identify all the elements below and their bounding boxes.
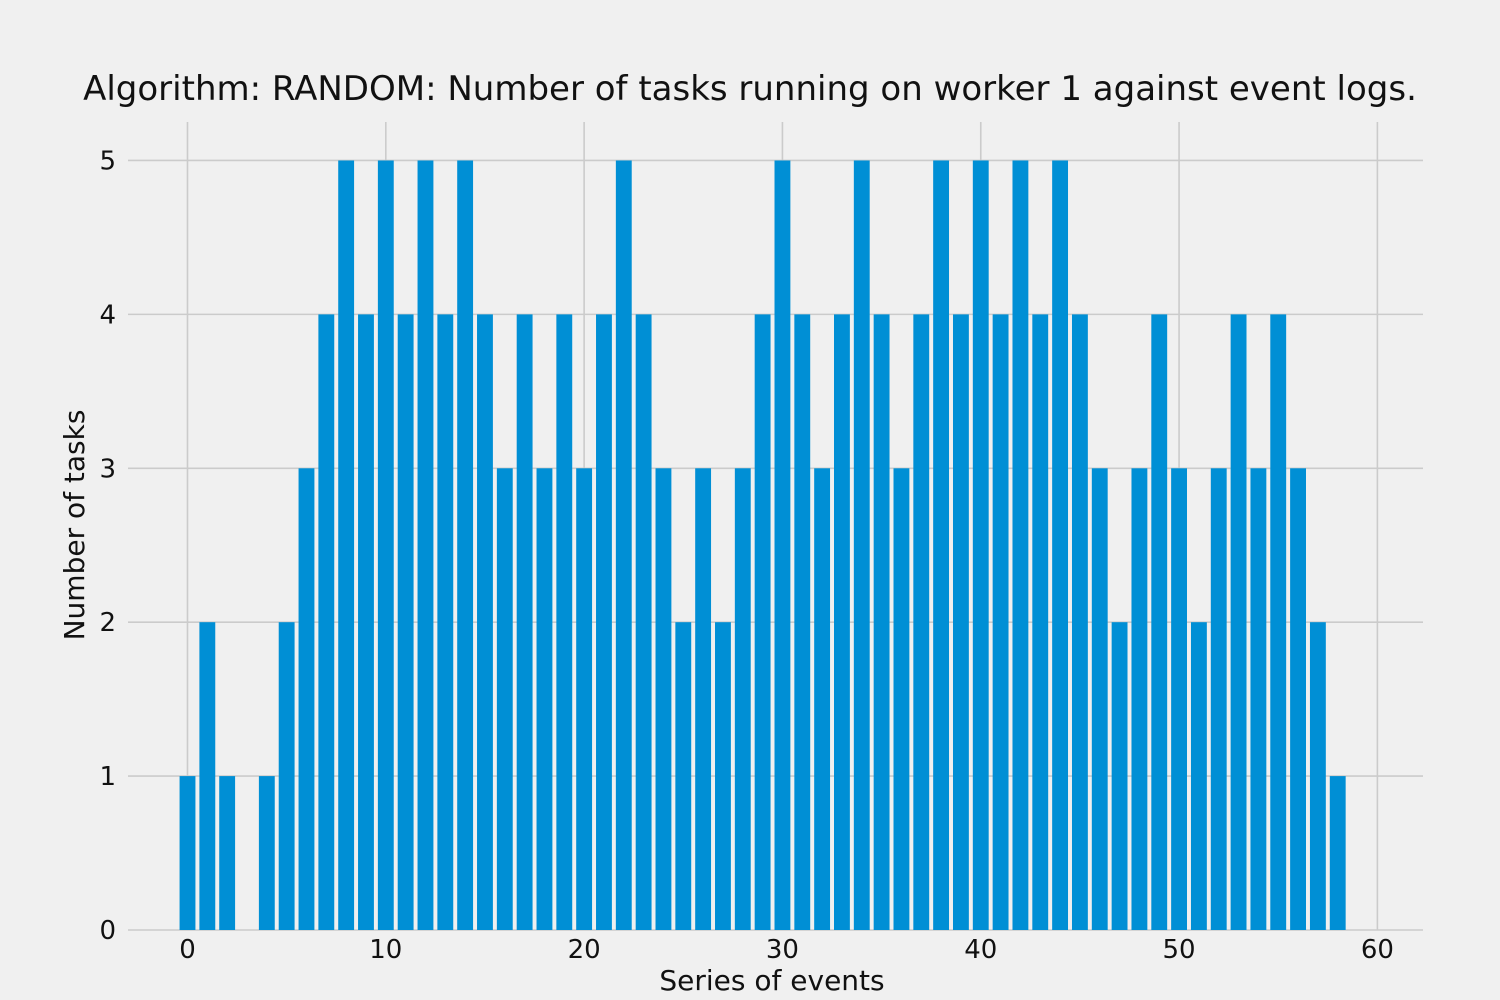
y-tick-label: 2 [99,608,116,638]
bar [952,314,969,930]
y-tick-label: 3 [99,454,116,484]
bar [457,160,474,930]
bar [774,160,791,930]
bar [794,314,811,930]
bars [179,160,1346,930]
bar [893,468,910,930]
chart-title: Algorithm: RANDOM: Number of tasks runni… [83,69,1417,109]
bar [1329,776,1346,930]
bar [655,468,672,930]
bar [377,160,394,930]
x-axis-ticks: 0 10 20 30 40 50 60 [179,935,1394,965]
y-tick-label: 5 [99,146,116,176]
bar [933,160,950,930]
bar [734,468,751,930]
bar [417,160,434,930]
x-axis-label: Series of events [659,964,884,997]
bar [179,776,196,930]
bar [873,314,890,930]
bar [576,468,593,930]
x-tick-label: 0 [179,935,196,965]
bar [913,314,930,930]
bar [477,314,493,930]
bar [814,468,831,930]
y-axis-ticks: 0 1 2 3 4 5 [99,146,116,946]
bar [596,314,612,930]
bar [199,622,216,930]
bar [1131,468,1148,930]
bar [992,314,1009,930]
bar [834,314,850,930]
x-tick-label: 60 [1361,935,1394,965]
bar [1190,622,1207,930]
x-tick-label: 10 [369,935,402,965]
x-tick-label: 40 [964,935,997,965]
bar [1309,622,1326,930]
bar [1270,314,1287,930]
bar [516,314,533,930]
bar [1171,468,1188,930]
bar [1091,468,1108,930]
y-tick-label: 0 [99,916,116,946]
bar [754,314,771,930]
bar [715,622,731,930]
bar [536,468,553,930]
bar [972,160,989,930]
bar [1210,468,1227,930]
bar [298,468,315,930]
y-tick-label: 1 [99,762,116,792]
bar [556,314,573,930]
bar [338,160,355,930]
y-axis-label: Number of tasks [58,410,91,641]
bar [1290,468,1306,930]
bar [397,314,414,930]
bar [1032,314,1049,930]
bar [1012,160,1029,930]
bar [1052,160,1069,930]
x-tick-label: 30 [766,935,799,965]
bar [1151,314,1168,930]
x-tick-label: 20 [568,935,601,965]
bar [635,314,652,930]
bar [675,622,692,930]
bar [853,160,870,930]
bar [615,160,632,930]
bar [278,622,295,930]
bar [1230,314,1247,930]
bar [219,776,236,930]
bar [358,314,374,930]
bar [437,314,454,930]
bar [1250,468,1267,930]
bar [318,314,335,930]
bar [1111,622,1128,930]
x-tick-label: 50 [1163,935,1196,965]
bar [258,776,275,930]
bar [695,468,712,930]
bar [1071,314,1088,930]
y-tick-label: 4 [99,300,116,330]
bar [496,468,513,930]
